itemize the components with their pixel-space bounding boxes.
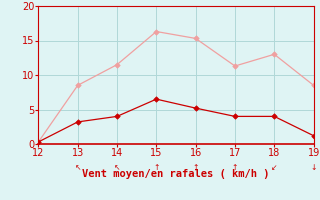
Text: ↙: ↙ bbox=[271, 163, 277, 172]
Text: ↑: ↑ bbox=[153, 163, 160, 172]
X-axis label: Vent moyen/en rafales ( km/h ): Vent moyen/en rafales ( km/h ) bbox=[82, 169, 270, 179]
Text: ↖: ↖ bbox=[114, 163, 120, 172]
Text: ↑: ↑ bbox=[232, 163, 238, 172]
Text: ↓: ↓ bbox=[310, 163, 317, 172]
Text: ↑: ↑ bbox=[192, 163, 199, 172]
Text: ↖: ↖ bbox=[75, 163, 81, 172]
